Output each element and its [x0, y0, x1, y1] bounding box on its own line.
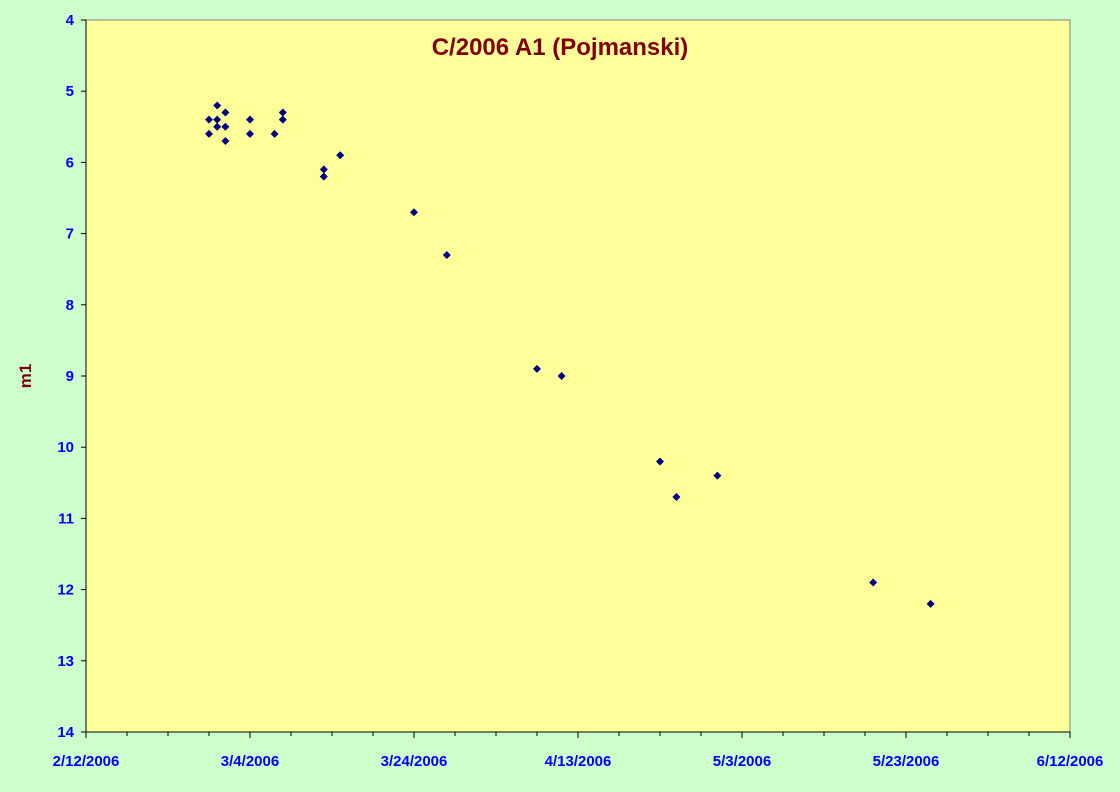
y-tick-label: 11	[58, 510, 74, 527]
data-point	[442, 250, 451, 259]
y-axis-ticks: 4 5 6 7 8 9 10 11 12 13 14	[57, 12, 86, 741]
data-point	[221, 122, 230, 131]
data-point	[672, 493, 681, 502]
data-point	[713, 471, 722, 480]
data-point	[410, 208, 418, 217]
y-tick-label: 14	[57, 724, 74, 741]
data-point	[270, 129, 279, 138]
data-point	[221, 137, 230, 146]
data-point	[213, 122, 222, 131]
x-tick-label: 3/4/2006	[221, 753, 279, 770]
data-points	[205, 101, 935, 608]
chart-title: C/2006 A1 (Pojmanski)	[432, 34, 689, 61]
data-point	[205, 129, 213, 138]
y-tick-label: 6	[66, 154, 74, 171]
x-tick-label: 5/3/2006	[713, 753, 771, 770]
x-tick-label: 6/12/2006	[1037, 753, 1104, 770]
y-tick-label: 7	[66, 226, 74, 243]
data-point	[246, 129, 254, 138]
y-tick-label: 4	[66, 12, 75, 29]
data-point	[213, 115, 222, 124]
y-tick-label: 10	[57, 439, 74, 456]
y-tick-label: 13	[57, 653, 74, 670]
data-point	[221, 108, 230, 117]
data-point	[278, 108, 287, 117]
y-tick-label: 5	[66, 83, 74, 100]
x-axis-ticks: 2/12/2006 3/4/2006 3/24/2006 4/13/2006 5/3/2…	[53, 732, 1104, 770]
data-point	[278, 115, 287, 124]
x-tick-label: 3/24/2006	[381, 753, 448, 770]
y-axis-title: m1	[16, 364, 35, 389]
data-point	[869, 578, 878, 587]
data-point	[926, 599, 935, 608]
x-tick-label: 2/12/2006	[53, 753, 120, 770]
y-tick-label: 8	[66, 297, 74, 314]
data-point	[533, 364, 541, 373]
data-point	[557, 372, 566, 380]
data-point	[246, 115, 254, 124]
data-point	[213, 101, 222, 110]
y-tick-label: 9	[66, 368, 74, 385]
data-point	[656, 457, 664, 466]
data-point	[319, 165, 328, 174]
data-point	[205, 115, 213, 124]
data-point	[319, 172, 328, 181]
x-tick-label: 4/13/2006	[545, 753, 612, 770]
data-point	[336, 151, 345, 160]
x-tick-label: 5/23/2006	[873, 753, 940, 770]
plot-area	[85, 19, 1071, 733]
y-tick-label: 12	[57, 582, 74, 599]
